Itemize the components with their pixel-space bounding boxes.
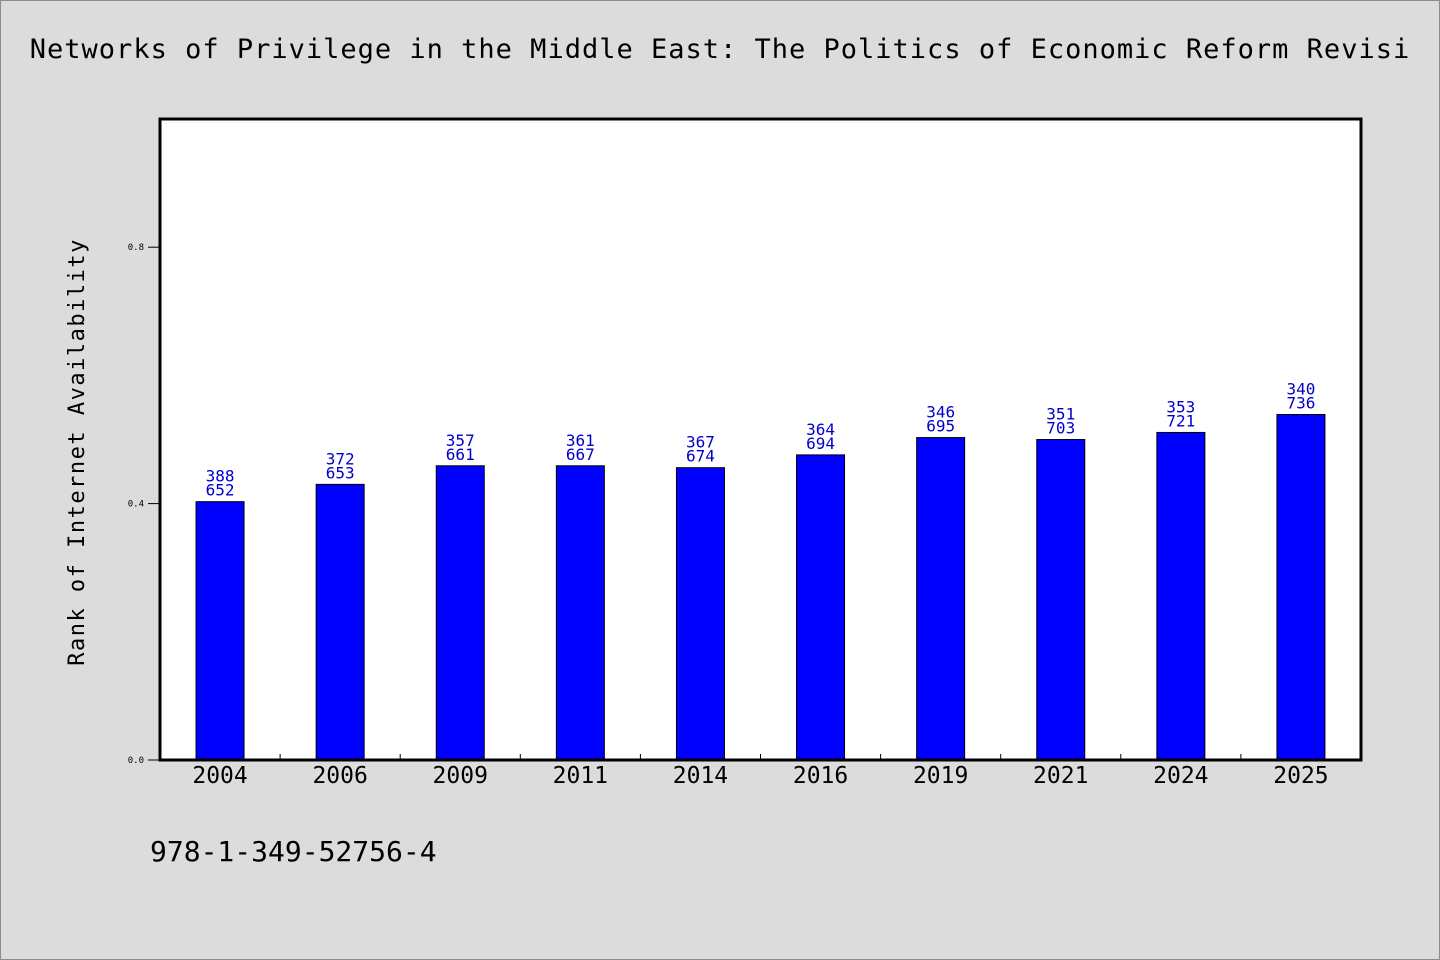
y-tick-label: 0.8: [128, 243, 144, 253]
bar-data-label: 353: [1166, 397, 1195, 416]
bar-data-label: 367: [686, 433, 715, 452]
bar-data-label: 667: [566, 445, 595, 464]
y-axis-label: Rank of Internet Availability: [65, 238, 90, 666]
bar: [796, 454, 846, 761]
bar: [675, 467, 725, 761]
bar-data-label: 653: [326, 463, 355, 482]
bar: [315, 483, 365, 761]
x-tick-label: 2024: [1153, 763, 1208, 789]
x-tick-label: 2016: [793, 763, 848, 789]
x-axis-ticks: 2004 2006 2009 2011 2014 2016 2019 2021 2024 2025: [192, 754, 1329, 789]
plot-border: [158, 117, 1363, 762]
x-tick-label: 2006: [312, 763, 367, 789]
bar: [435, 465, 485, 761]
isbn-text: 978-1-349-52756-4: [150, 835, 437, 868]
bar-data-label: 372: [326, 449, 355, 468]
bar-data-label: 721: [1166, 411, 1195, 430]
bar-data-label: 652: [206, 481, 235, 500]
bar-data-label: 340: [1286, 380, 1315, 399]
x-tick-label: 2009: [433, 763, 488, 789]
y-axis-ticks: 0.0 0.4 0.8: [128, 243, 160, 766]
y-tick-label: 0.4: [128, 500, 144, 510]
bars-layer: [195, 414, 1326, 761]
bar-data-label: 364: [806, 420, 835, 439]
bar-data-label: 661: [446, 445, 475, 464]
bar: [1036, 439, 1086, 761]
bar-data-label: 351: [1046, 405, 1075, 424]
x-tick-label: 2021: [1033, 763, 1088, 789]
bar-data-label: 695: [926, 417, 955, 436]
x-tick-label: 2004: [192, 763, 247, 789]
bar-data-label: 388: [206, 467, 235, 486]
bar-data-label: 346: [926, 403, 955, 422]
bar: [1276, 414, 1326, 761]
bar-data-label: 736: [1286, 394, 1315, 413]
bar: [555, 465, 605, 761]
x-tick-label: 2019: [913, 763, 968, 789]
chart-title: Networks of Privilege in the Middle East…: [29, 34, 1411, 65]
x-tick-label: 2014: [673, 763, 728, 789]
bar: [195, 501, 245, 761]
y-tick-label: 0.0: [128, 756, 144, 766]
x-tick-label: 2011: [553, 763, 608, 789]
bar-data-label: 674: [686, 447, 715, 466]
bar-data-label: 703: [1046, 419, 1075, 438]
x-tick-label: 2025: [1273, 763, 1328, 789]
bar-data-label: 361: [566, 431, 595, 450]
bar: [916, 437, 966, 761]
bar-data-label: 357: [446, 431, 475, 450]
bar-data-label: 694: [806, 434, 835, 453]
bar: [1156, 431, 1206, 761]
